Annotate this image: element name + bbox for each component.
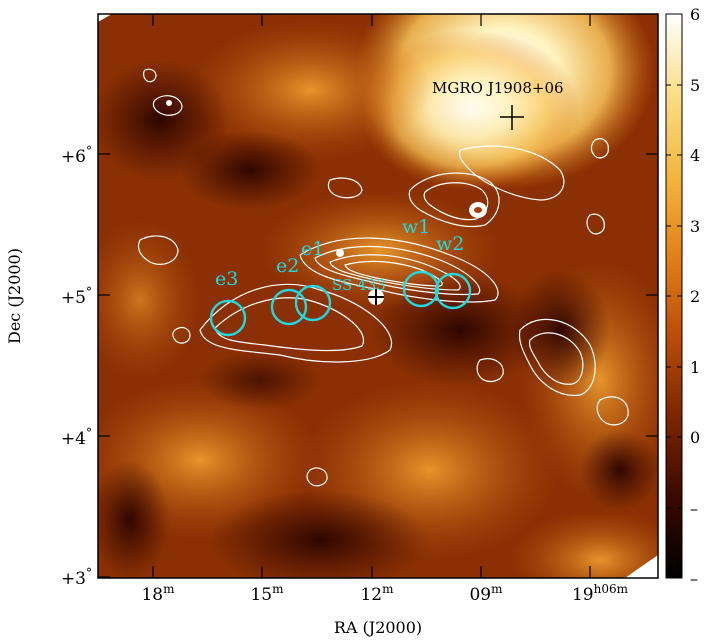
mgro-marker xyxy=(500,105,524,130)
colorbar-tick-label: 1 xyxy=(690,358,700,377)
y-tick-label: +3° xyxy=(61,566,92,589)
region-w2 xyxy=(434,272,472,310)
label-ss433: SS 433 xyxy=(332,276,386,294)
y-tick-label: +5° xyxy=(61,285,92,308)
colorbar-tick-label: 5 xyxy=(690,76,700,95)
region-labels: e3 e2 e1 w1 w2 SS 433 xyxy=(215,216,464,294)
region-e3 xyxy=(209,299,247,337)
colorbar-tick-label: – xyxy=(690,499,698,518)
point-sources xyxy=(166,100,487,257)
colorbar: 6 5 4 3 2 1 0 – – xyxy=(665,5,700,588)
label-e1: e1 xyxy=(301,238,324,260)
x-tick-label: 19h06m xyxy=(572,582,629,605)
label-w2: w2 xyxy=(436,233,464,255)
colorbar-tick-label: 4 xyxy=(690,146,700,165)
x-tick-labels: 18m 15m 12m 09m 19h06m xyxy=(141,582,628,605)
radio-contours xyxy=(137,68,629,487)
x-tick-label: 12m xyxy=(360,582,394,605)
colorbar-tick-label: 2 xyxy=(690,287,700,306)
region-markers xyxy=(209,270,472,337)
x-tick-label: 09m xyxy=(469,582,503,605)
y-tick-label: +6° xyxy=(61,144,92,167)
sky-map xyxy=(98,14,658,578)
colorbar-tick-label: 0 xyxy=(690,428,700,447)
region-e2 xyxy=(270,288,308,326)
x-tick-label: 18m xyxy=(141,582,175,605)
label-mgro: MGRO J1908+06 xyxy=(432,79,564,97)
ss433-marker xyxy=(368,289,384,305)
y-tick-label: +4° xyxy=(61,426,92,449)
x-axis-title: RA (J2000) xyxy=(334,618,422,637)
tick-marks xyxy=(98,14,658,578)
label-w1: w1 xyxy=(402,216,430,238)
colorbar-tick-label: 3 xyxy=(690,217,700,236)
label-e3: e3 xyxy=(215,268,238,290)
colorbar-tick-label: 6 xyxy=(690,5,700,24)
y-axis-title: Dec (J2000) xyxy=(5,248,24,344)
colorbar-tick-label: – xyxy=(690,569,698,588)
x-tick-label: 15m xyxy=(250,582,284,605)
label-e2: e2 xyxy=(276,255,299,277)
region-w1 xyxy=(402,270,440,308)
region-e1 xyxy=(294,284,332,322)
y-tick-labels: +6° +5° +4° +3° xyxy=(61,144,92,589)
plot-frame xyxy=(97,13,659,579)
